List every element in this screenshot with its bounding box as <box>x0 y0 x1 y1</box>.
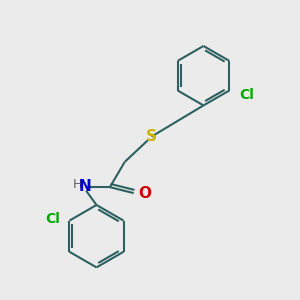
Text: N: N <box>79 179 92 194</box>
Text: S: S <box>146 129 157 144</box>
Text: H: H <box>73 178 82 191</box>
Text: Cl: Cl <box>45 212 60 226</box>
Text: O: O <box>138 186 151 201</box>
Text: Cl: Cl <box>239 88 254 102</box>
